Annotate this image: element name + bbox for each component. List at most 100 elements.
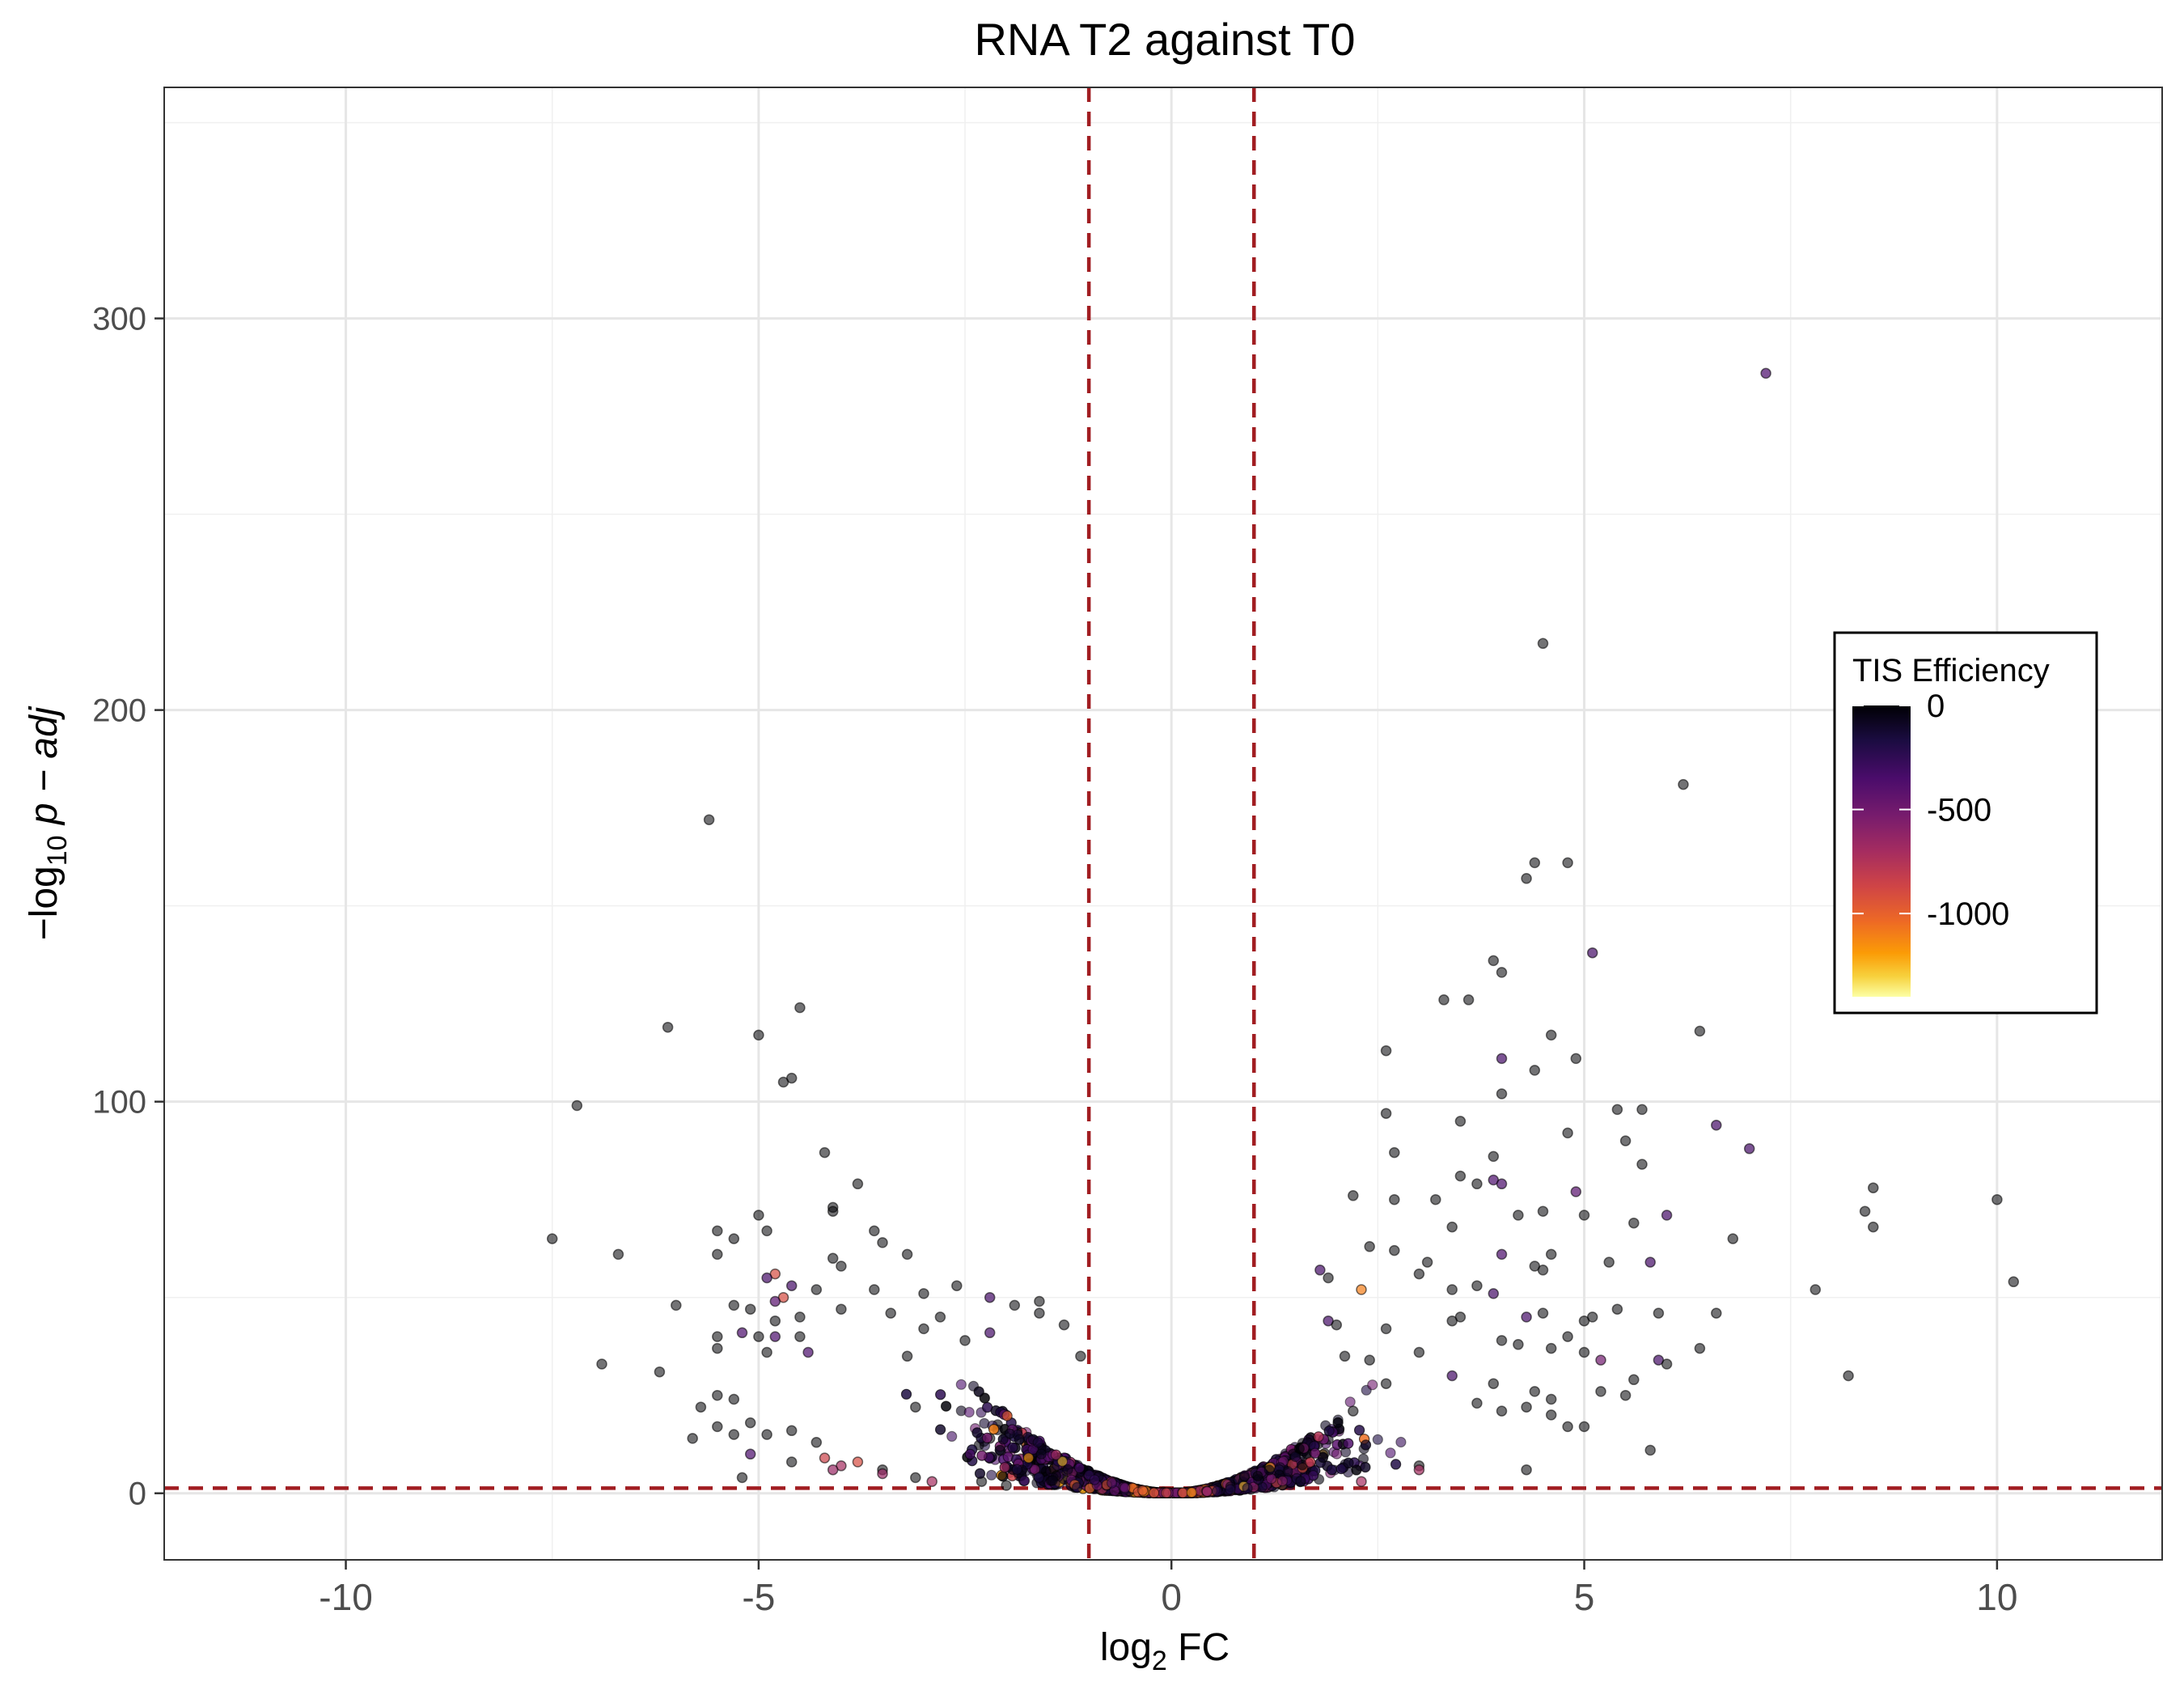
data-point bbox=[1578, 1346, 1590, 1358]
x-tick-label: 10 bbox=[1976, 1576, 2017, 1618]
data-point bbox=[926, 1476, 938, 1487]
data-point bbox=[1413, 1268, 1425, 1280]
data-point bbox=[984, 1327, 996, 1339]
data-point bbox=[877, 1468, 888, 1480]
data-point bbox=[885, 1307, 896, 1319]
data-point bbox=[1263, 1464, 1275, 1476]
data-point bbox=[934, 1424, 946, 1435]
data-point bbox=[1372, 1434, 1383, 1445]
data-point bbox=[1529, 857, 1541, 869]
data-point bbox=[736, 1327, 748, 1339]
legend-tick-label: -1000 bbox=[1927, 896, 2009, 932]
data-point bbox=[900, 1388, 912, 1400]
data-point bbox=[1058, 1319, 1070, 1331]
data-point bbox=[1413, 1464, 1425, 1476]
data-point bbox=[1018, 1475, 1031, 1486]
data-point bbox=[869, 1284, 880, 1295]
data-point bbox=[1496, 1088, 1508, 1099]
data-point bbox=[1859, 1205, 1871, 1217]
data-point bbox=[1380, 1044, 1392, 1057]
data-point bbox=[1343, 1457, 1354, 1468]
data-point bbox=[785, 1280, 798, 1291]
data-point bbox=[712, 1225, 723, 1237]
data-point bbox=[1545, 1409, 1557, 1421]
data-point bbox=[1295, 1476, 1306, 1487]
data-point bbox=[852, 1456, 864, 1468]
data-point bbox=[1430, 1193, 1441, 1205]
data-point bbox=[973, 1386, 984, 1397]
data-point bbox=[935, 1389, 946, 1400]
data-point bbox=[1367, 1379, 1378, 1391]
legend: TIS Efficiency 0 -500 -1000 bbox=[1833, 631, 2098, 1015]
data-point bbox=[1611, 1303, 1623, 1315]
data-point bbox=[662, 1021, 674, 1033]
data-point bbox=[1351, 1464, 1362, 1476]
data-point bbox=[1868, 1221, 1879, 1233]
data-point bbox=[1009, 1299, 1021, 1311]
data-point bbox=[1238, 1471, 1251, 1482]
data-point bbox=[1331, 1319, 1343, 1331]
data-point bbox=[819, 1452, 831, 1464]
data-point bbox=[1578, 1210, 1590, 1221]
plot-panel bbox=[164, 87, 2162, 1560]
x-tick-label: -10 bbox=[319, 1576, 372, 1618]
chart-title: RNA T2 against T0 bbox=[974, 14, 1355, 65]
data-point bbox=[712, 1421, 723, 1433]
data-point bbox=[1161, 1487, 1172, 1498]
data-point bbox=[901, 1248, 913, 1260]
data-point bbox=[1356, 1476, 1367, 1487]
data-point bbox=[1513, 1339, 1524, 1350]
data-point bbox=[1033, 1472, 1045, 1483]
data-point bbox=[1062, 1464, 1073, 1476]
y-axis-title: −log10 p − adj bbox=[23, 705, 73, 940]
data-point bbox=[1343, 1438, 1354, 1449]
data-point bbox=[1611, 1104, 1623, 1116]
data-point bbox=[744, 1303, 756, 1315]
data-point bbox=[802, 1346, 814, 1358]
data-point bbox=[999, 1462, 1010, 1473]
data-point bbox=[827, 1252, 839, 1265]
data-point bbox=[1395, 1436, 1407, 1448]
data-point bbox=[1570, 1053, 1582, 1065]
data-point bbox=[728, 1429, 740, 1440]
data-point bbox=[1496, 967, 1508, 978]
data-point bbox=[940, 1400, 952, 1412]
data-point bbox=[1323, 1426, 1335, 1437]
data-point bbox=[1001, 1480, 1012, 1491]
data-point bbox=[1348, 1190, 1359, 1201]
data-point bbox=[910, 1472, 921, 1484]
data-point bbox=[785, 1456, 798, 1468]
data-point bbox=[1438, 994, 1450, 1006]
data-point bbox=[1521, 873, 1532, 884]
data-point bbox=[736, 1472, 748, 1484]
data-point bbox=[1289, 1451, 1302, 1463]
data-point bbox=[1047, 1475, 1058, 1486]
data-point bbox=[1446, 1284, 1458, 1295]
data-point bbox=[997, 1471, 1009, 1482]
data-point bbox=[1332, 1417, 1344, 1429]
data-point bbox=[744, 1417, 756, 1429]
data-point bbox=[827, 1464, 839, 1476]
data-point bbox=[794, 1311, 806, 1323]
data-point bbox=[1201, 1485, 1213, 1498]
data-point bbox=[1421, 1256, 1433, 1268]
data-point bbox=[785, 1425, 798, 1437]
data-point bbox=[753, 1210, 764, 1221]
data-point bbox=[1496, 1405, 1508, 1417]
data-point bbox=[988, 1423, 1000, 1435]
data-point bbox=[1385, 1447, 1396, 1459]
data-point bbox=[811, 1437, 823, 1448]
data-point bbox=[1595, 1386, 1606, 1397]
data-point bbox=[1348, 1405, 1359, 1417]
data-point bbox=[1335, 1463, 1347, 1475]
data-point bbox=[1529, 1065, 1541, 1076]
data-point bbox=[1293, 1443, 1306, 1455]
data-point bbox=[1471, 1178, 1483, 1190]
legend-ticks: 0 -500 -1000 bbox=[1852, 688, 2009, 932]
minor-gridlines bbox=[164, 87, 2162, 1560]
data-point bbox=[1364, 1354, 1375, 1366]
data-point bbox=[869, 1225, 880, 1237]
data-point bbox=[1636, 1104, 1648, 1116]
data-point bbox=[1743, 1143, 1755, 1155]
data-point bbox=[1562, 1421, 1573, 1433]
